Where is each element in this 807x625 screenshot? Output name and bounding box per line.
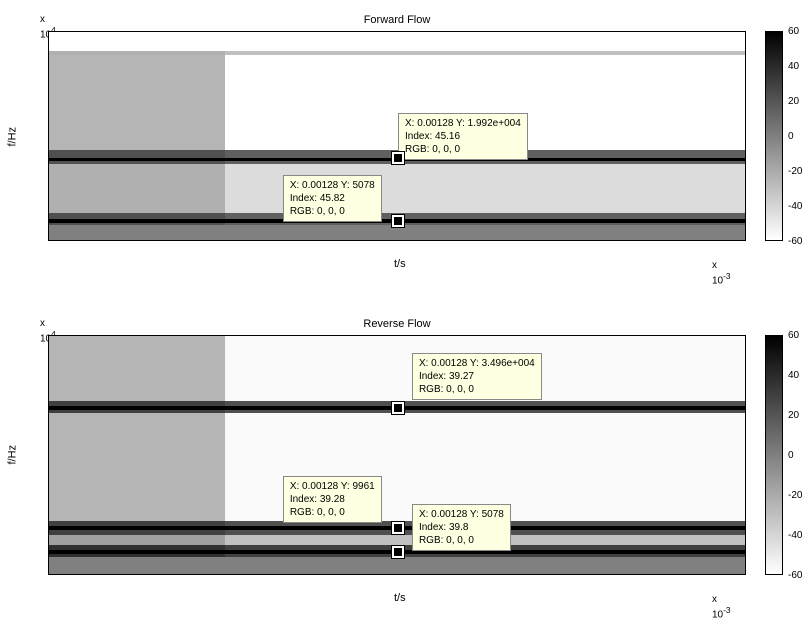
xtick-label: 0 xyxy=(48,574,52,575)
colorbar-tick-label: 20 xyxy=(788,410,807,421)
ylabel-top: f/Hz xyxy=(7,122,19,147)
spectrogram-band xyxy=(49,406,225,411)
datatip-line: X: 0.00128 Y: 5078 xyxy=(290,179,375,192)
spectrogram-band xyxy=(49,32,225,51)
plot-area-top: 01234500.511.522.5X: 0.00128 Y: 1.992e+0… xyxy=(48,31,746,241)
spectrogram-band xyxy=(49,550,225,555)
datatip-marker[interactable] xyxy=(392,546,404,558)
spectrogram-band xyxy=(49,164,225,212)
datatip-line: RGB: 0, 0, 0 xyxy=(419,383,535,396)
xtick-label: 1.5 xyxy=(461,574,475,575)
datatip-marker[interactable] xyxy=(392,402,404,414)
datatip-line: Index: 39.8 xyxy=(419,521,504,534)
ytick-label: 3 xyxy=(48,427,49,438)
datatip-line: X: 0.00128 Y: 1.992e+004 xyxy=(405,117,521,130)
colorbar-tick-label: 40 xyxy=(788,61,807,72)
ytick-label: 4 xyxy=(48,379,49,390)
spectrogram-band xyxy=(49,225,225,241)
spectrogram-band xyxy=(49,336,225,401)
datatip-marker[interactable] xyxy=(392,522,404,534)
colorbar-tick-label: 60 xyxy=(788,26,807,37)
xtick-label: 0 xyxy=(48,240,52,241)
ytick-label: 1 xyxy=(48,195,49,206)
xtick-label: 2 xyxy=(605,240,611,241)
xtick-label: 2.5 xyxy=(740,240,746,241)
xtick-label: 2.5 xyxy=(740,574,746,575)
spectrogram-band xyxy=(49,219,225,223)
ytick-label: 5 xyxy=(48,335,49,342)
ytick-label: 2 xyxy=(48,475,49,486)
spectrogram-band xyxy=(49,413,225,521)
xtick-label: 1 xyxy=(325,574,331,575)
datatip-line: Index: 45.16 xyxy=(405,130,521,143)
xexp-bottom: x 10-3 xyxy=(712,594,731,620)
datatip-box[interactable]: X: 0.00128 Y: 1.992e+004Index: 45.16RGB:… xyxy=(398,113,528,160)
spectrogram-band xyxy=(49,150,225,165)
subplot-title-bottom: Reverse Flow xyxy=(48,318,746,330)
spectrogram-band xyxy=(49,557,225,575)
colorbar-tick-label: -20 xyxy=(788,490,807,501)
datatip-line: X: 0.00128 Y: 3.496e+004 xyxy=(419,357,535,370)
xlabel-bottom: t/s xyxy=(394,592,406,604)
datatip-line: RGB: 0, 0, 0 xyxy=(290,205,375,218)
xtick-label: 2 xyxy=(605,574,611,575)
ylabel-bottom: f/Hz xyxy=(7,440,19,465)
datatip-box[interactable]: X: 0.00128 Y: 5078Index: 39.8RGB: 0, 0, … xyxy=(412,504,511,551)
spectrogram-band xyxy=(225,32,745,51)
spectrogram-band xyxy=(49,55,225,150)
ytick-label: 5 xyxy=(48,31,49,38)
spectrogram-band xyxy=(225,406,745,411)
ytick-label: 1 xyxy=(48,523,49,534)
plot-area-bottom: 01234500.511.522.5X: 0.00128 Y: 3.496e+0… xyxy=(48,335,746,575)
xexp-top: x 10-3 xyxy=(712,260,731,286)
spectrogram-band xyxy=(49,526,225,531)
datatip-line: Index: 45.82 xyxy=(290,192,375,205)
datatip-line: RGB: 0, 0, 0 xyxy=(419,534,504,547)
datatip-box[interactable]: X: 0.00128 Y: 9961Index: 39.28RGB: 0, 0,… xyxy=(283,476,382,523)
ytick-label: 2 xyxy=(48,153,49,164)
xtick-label: 0.5 xyxy=(182,574,196,575)
ytick-label: 0 xyxy=(48,571,49,576)
datatip-line: Index: 39.27 xyxy=(419,370,535,383)
xtick-label: 1.5 xyxy=(461,240,475,241)
datatip-box[interactable]: X: 0.00128 Y: 5078Index: 45.82RGB: 0, 0,… xyxy=(283,175,382,222)
datatip-marker[interactable] xyxy=(392,152,404,164)
colorbar-tick-label: 0 xyxy=(788,450,807,461)
xlabel-top: t/s xyxy=(394,258,406,270)
spectrogram-band xyxy=(49,535,225,545)
ytick-label: 3 xyxy=(48,111,49,122)
xtick-label: 1 xyxy=(325,240,331,241)
spectrogram-band xyxy=(225,557,745,575)
spectrogram-band xyxy=(49,158,225,161)
ytick-label: 0 xyxy=(48,237,49,242)
datatip-line: X: 0.00128 Y: 5078 xyxy=(419,508,504,521)
colorbar-tick-label: -40 xyxy=(788,530,807,541)
datatip-line: RGB: 0, 0, 0 xyxy=(290,506,375,519)
colorbar-tick-label: 60 xyxy=(788,330,807,341)
colorbar-top: 6040200-20-40-60 xyxy=(765,31,783,241)
colorbar-tick-label: -60 xyxy=(788,236,807,247)
subplot-title-top: Forward Flow xyxy=(48,14,746,26)
colorbar-tick-label: -40 xyxy=(788,201,807,212)
datatip-line: Index: 39.28 xyxy=(290,493,375,506)
colorbar-tick-label: -60 xyxy=(788,570,807,581)
colorbar-tick-label: 40 xyxy=(788,370,807,381)
colorbar-tick-label: 20 xyxy=(788,96,807,107)
datatip-marker[interactable] xyxy=(392,215,404,227)
spectrogram-band xyxy=(225,225,745,241)
colorbar-bottom: 6040200-20-40-60 xyxy=(765,335,783,575)
colorbar-tick-label: 0 xyxy=(788,131,807,142)
xtick-label: 0.5 xyxy=(182,240,196,241)
colorbar-tick-label: -20 xyxy=(788,166,807,177)
datatip-line: X: 0.00128 Y: 9961 xyxy=(290,480,375,493)
datatip-line: RGB: 0, 0, 0 xyxy=(405,143,521,156)
datatip-box[interactable]: X: 0.00128 Y: 3.496e+004Index: 39.27RGB:… xyxy=(412,353,542,400)
ytick-label: 4 xyxy=(48,69,49,80)
